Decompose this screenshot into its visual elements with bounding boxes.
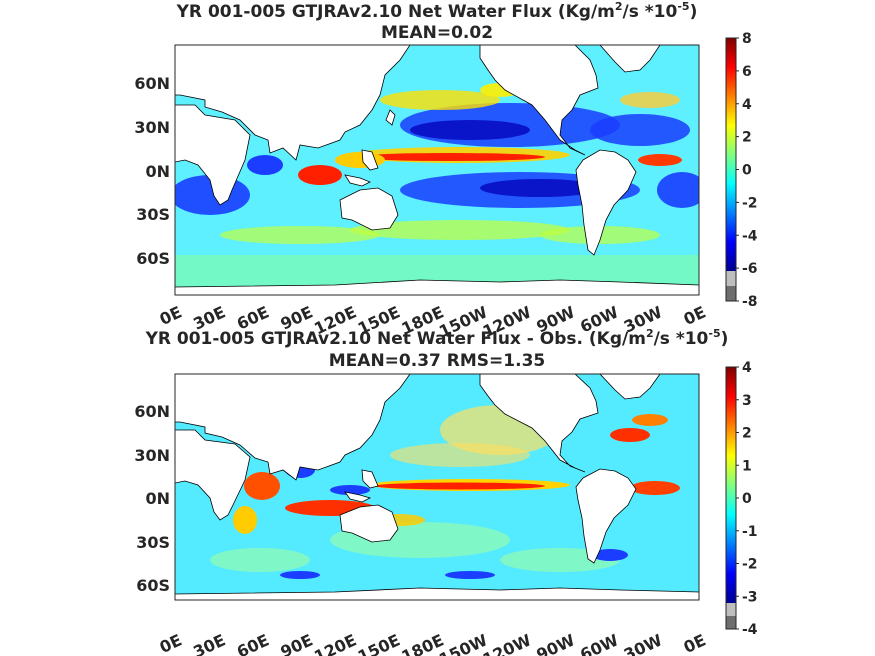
panel-1-colorbar-under xyxy=(726,271,736,286)
colorbar-tick-label: 3 xyxy=(742,393,752,409)
colorbar-tick-label: 0 xyxy=(742,491,752,507)
lon-tick-label: 0E xyxy=(681,630,709,656)
colorbar-tick-label: 6 xyxy=(742,64,752,80)
lat-tick-label: 60N xyxy=(134,74,170,93)
panel-2-map xyxy=(175,374,699,600)
colorbar-tick-label: -3 xyxy=(742,589,758,605)
panel-2-colorbar: 4 3 2 1 0 -1 -2 -3 -4 xyxy=(725,360,758,638)
panel-2-colorbar-under xyxy=(726,603,736,616)
colorbar-tick-label: 8 xyxy=(742,31,752,47)
panel-1-plot-frame xyxy=(174,44,700,296)
panel-1-subtitle: MEAN=0.02 xyxy=(381,23,493,43)
colorbar-tick-label: -6 xyxy=(742,261,758,277)
colorbar-tick-label: 2 xyxy=(742,130,752,146)
lat-tick-label: 30N xyxy=(134,446,170,465)
lon-tick-label: 0E xyxy=(157,630,185,656)
lon-tick-label: 60E xyxy=(234,630,272,656)
lat-tick-label: 0N xyxy=(145,162,170,181)
panel-1-lat-ticks: 60N 30N 0N 30S 60S xyxy=(134,74,170,268)
lon-tick-label: 30E xyxy=(190,630,228,656)
panel-2-subtitle: MEAN=0.37 RMS=1.35 xyxy=(329,351,545,371)
lat-tick-label: 30S xyxy=(136,205,170,224)
lon-tick-label: 90E xyxy=(278,630,316,656)
panel-1-colorbar-ticks: 8 6 4 2 0 -2 -4 -6 -8 xyxy=(736,31,758,310)
lat-tick-label: 30S xyxy=(136,533,170,552)
lon-tick-label: 0E xyxy=(681,302,709,329)
panel-2-colorbar-scale xyxy=(726,367,736,603)
panel-2-lat-ticks: 60N 30N 0N 30S 60S xyxy=(134,402,170,595)
colorbar-tick-label: -2 xyxy=(742,557,758,573)
panel-1: YR 001-005 GTJRAv2.10 Net Water Flux (Kg… xyxy=(134,0,757,341)
lat-tick-label: 0N xyxy=(145,489,170,508)
panel-2-land xyxy=(175,374,699,600)
colorbar-tick-label: 4 xyxy=(742,97,752,113)
lat-tick-label: 60S xyxy=(136,576,170,595)
colorbar-tick-label: 2 xyxy=(742,426,752,442)
colorbar-tick-label: 4 xyxy=(742,360,752,376)
lon-tick-label: 0E xyxy=(157,302,185,329)
panel-1-colorbar-under-2 xyxy=(726,286,736,301)
panel-2: YR 001-005 GTJRAv2.10 Net Water Flux - O… xyxy=(134,327,757,656)
lon-tick-label: 90W xyxy=(533,630,578,656)
panel-1-colorbar-scale xyxy=(726,38,736,271)
panel-1-colorbar: 8 6 4 2 0 -2 -4 -6 -8 xyxy=(725,31,758,310)
panel-1-title: YR 001-005 GTJRAv2.10 Net Water Flux (Kg… xyxy=(176,0,698,22)
lon-tick-label: 60W xyxy=(577,630,622,656)
lon-tick-label: 30W xyxy=(621,630,666,656)
lat-tick-label: 60N xyxy=(134,402,170,421)
lat-tick-label: 30N xyxy=(134,118,170,137)
panel-1-map xyxy=(175,45,699,295)
colorbar-tick-label: -4 xyxy=(742,622,758,638)
lon-tick-label: 150E xyxy=(355,630,403,656)
panel-1-land xyxy=(175,45,699,295)
colorbar-tick-label: 0 xyxy=(742,163,752,179)
colorbar-tick-label: -4 xyxy=(742,228,758,244)
lat-tick-label: 60S xyxy=(136,249,170,268)
panel-2-colorbar-ticks: 4 3 2 1 0 -1 -2 -3 -4 xyxy=(736,360,758,638)
lon-tick-label: 120E xyxy=(311,630,359,656)
colorbar-tick-label: -8 xyxy=(742,294,758,310)
panel-2-plot-frame xyxy=(174,373,700,601)
panel-2-colorbar-under-2 xyxy=(726,616,736,629)
panel-2-title: YR 001-005 GTJRAv2.10 Net Water Flux - O… xyxy=(145,327,729,349)
colorbar-tick-label: -2 xyxy=(742,195,758,211)
colorbar-tick-label: 1 xyxy=(742,458,752,474)
colorbar-tick-label: -1 xyxy=(742,524,758,540)
